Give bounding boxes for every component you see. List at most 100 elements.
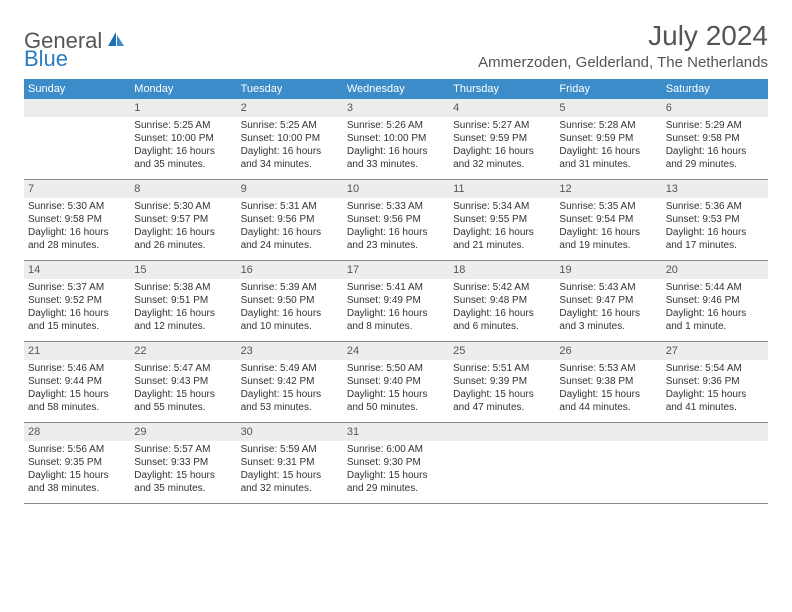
empty-daynum-bar <box>24 99 130 117</box>
daylight-line-2: and 21 minutes. <box>453 239 551 252</box>
dayheader-wed: Wednesday <box>343 79 449 99</box>
daylight-line-2: and 12 minutes. <box>134 320 232 333</box>
day-cell: 21Sunrise: 5:46 AMSunset: 9:44 PMDayligh… <box>24 342 130 422</box>
sunset-line: Sunset: 9:40 PM <box>347 375 445 388</box>
daylight-line-2: and 10 minutes. <box>241 320 339 333</box>
daylight-line-2: and 29 minutes. <box>666 158 764 171</box>
dayheader-thu: Thursday <box>449 79 555 99</box>
day-cell: 4Sunrise: 5:27 AMSunset: 9:59 PMDaylight… <box>449 99 555 179</box>
daynum: 6 <box>662 99 768 117</box>
daylight-line-2: and 28 minutes. <box>28 239 126 252</box>
daynum: 13 <box>662 180 768 198</box>
daynum: 28 <box>24 423 130 441</box>
daynum: 29 <box>130 423 236 441</box>
daynum: 10 <box>343 180 449 198</box>
daynum: 26 <box>555 342 661 360</box>
day-content: Sunrise: 5:39 AMSunset: 9:50 PMDaylight:… <box>237 279 343 337</box>
day-cell <box>449 423 555 503</box>
daynum: 5 <box>555 99 661 117</box>
sunrise-line: Sunrise: 5:42 AM <box>453 281 551 294</box>
sunrise-line: Sunrise: 5:30 AM <box>134 200 232 213</box>
sunrise-line: Sunrise: 5:57 AM <box>134 443 232 456</box>
location: Ammerzoden, Gelderland, The Netherlands <box>478 54 768 71</box>
sunrise-line: Sunrise: 5:25 AM <box>134 119 232 132</box>
daylight-line-1: Daylight: 15 hours <box>666 388 764 401</box>
daynum: 8 <box>130 180 236 198</box>
sunset-line: Sunset: 9:56 PM <box>347 213 445 226</box>
daylight-line-1: Daylight: 15 hours <box>28 469 126 482</box>
sunrise-line: Sunrise: 5:36 AM <box>666 200 764 213</box>
day-content: Sunrise: 5:33 AMSunset: 9:56 PMDaylight:… <box>343 198 449 256</box>
sunset-line: Sunset: 9:35 PM <box>28 456 126 469</box>
dayheader-sun: Sunday <box>24 79 130 99</box>
daylight-line-1: Daylight: 16 hours <box>453 307 551 320</box>
day-cell: 16Sunrise: 5:39 AMSunset: 9:50 PMDayligh… <box>237 261 343 341</box>
daylight-line-2: and 44 minutes. <box>559 401 657 414</box>
sunset-line: Sunset: 9:57 PM <box>134 213 232 226</box>
sunrise-line: Sunrise: 5:37 AM <box>28 281 126 294</box>
day-cell: 28Sunrise: 5:56 AMSunset: 9:35 PMDayligh… <box>24 423 130 503</box>
dayheader-sat: Saturday <box>662 79 768 99</box>
daylight-line-2: and 1 minute. <box>666 320 764 333</box>
day-cell: 18Sunrise: 5:42 AMSunset: 9:48 PMDayligh… <box>449 261 555 341</box>
sunrise-line: Sunrise: 5:27 AM <box>453 119 551 132</box>
daynum: 20 <box>662 261 768 279</box>
month-year: July 2024 <box>478 20 768 52</box>
sunrise-line: Sunrise: 5:44 AM <box>666 281 764 294</box>
daylight-line-1: Daylight: 15 hours <box>28 388 126 401</box>
day-cell: 7Sunrise: 5:30 AMSunset: 9:58 PMDaylight… <box>24 180 130 260</box>
daynum: 16 <box>237 261 343 279</box>
day-content: Sunrise: 5:59 AMSunset: 9:31 PMDaylight:… <box>237 441 343 499</box>
day-content: Sunrise: 5:34 AMSunset: 9:55 PMDaylight:… <box>449 198 555 256</box>
daylight-line-2: and 8 minutes. <box>347 320 445 333</box>
day-cell: 22Sunrise: 5:47 AMSunset: 9:43 PMDayligh… <box>130 342 236 422</box>
sunset-line: Sunset: 9:38 PM <box>559 375 657 388</box>
daylight-line-1: Daylight: 15 hours <box>453 388 551 401</box>
daylight-line-2: and 17 minutes. <box>666 239 764 252</box>
day-content: Sunrise: 5:51 AMSunset: 9:39 PMDaylight:… <box>449 360 555 418</box>
daylight-line-1: Daylight: 15 hours <box>134 469 232 482</box>
sunrise-line: Sunrise: 5:49 AM <box>241 362 339 375</box>
daynum: 4 <box>449 99 555 117</box>
sunrise-line: Sunrise: 5:59 AM <box>241 443 339 456</box>
sunset-line: Sunset: 9:52 PM <box>28 294 126 307</box>
sunset-line: Sunset: 9:53 PM <box>666 213 764 226</box>
daylight-line-1: Daylight: 16 hours <box>28 226 126 239</box>
daylight-line-2: and 23 minutes. <box>347 239 445 252</box>
daylight-line-2: and 26 minutes. <box>134 239 232 252</box>
sunrise-line: Sunrise: 5:53 AM <box>559 362 657 375</box>
sunset-line: Sunset: 9:58 PM <box>666 132 764 145</box>
logo-text-2: Blue <box>24 46 68 71</box>
sunrise-line: Sunrise: 5:43 AM <box>559 281 657 294</box>
day-cell: 27Sunrise: 5:54 AMSunset: 9:36 PMDayligh… <box>662 342 768 422</box>
daylight-line-2: and 35 minutes. <box>134 482 232 495</box>
sunset-line: Sunset: 9:59 PM <box>453 132 551 145</box>
sunset-line: Sunset: 9:54 PM <box>559 213 657 226</box>
day-content: Sunrise: 5:57 AMSunset: 9:33 PMDaylight:… <box>130 441 236 499</box>
day-content: Sunrise: 5:27 AMSunset: 9:59 PMDaylight:… <box>449 117 555 175</box>
day-content: Sunrise: 5:38 AMSunset: 9:51 PMDaylight:… <box>130 279 236 337</box>
daynum: 7 <box>24 180 130 198</box>
week-row: 7 Sunrise: 5:30 AM Sunset: 9:58 PMDaylight… <box>24 180 768 261</box>
day-content: Sunrise: 5:28 AMSunset: 9:59 PMDaylight:… <box>555 117 661 175</box>
day-cell: 30Sunrise: 5:59 AMSunset: 9:31 PMDayligh… <box>237 423 343 503</box>
dayheader-tue: Tuesday <box>237 79 343 99</box>
sunset-line: Sunset: 9:58 PM <box>28 213 126 226</box>
daynum: 12 <box>555 180 661 198</box>
day-content: Sunrise: 5:25 AMSunset: 10:00 PMDaylight… <box>237 117 343 175</box>
sunset-line: Sunset: 9:36 PM <box>666 375 764 388</box>
daylight-line-2: and 19 minutes. <box>559 239 657 252</box>
dayheader-mon: Monday <box>130 79 236 99</box>
week-row: 21Sunrise: 5:46 AMSunset: 9:44 PMDayligh… <box>24 342 768 423</box>
day-cell: 25Sunrise: 5:51 AMSunset: 9:39 PMDayligh… <box>449 342 555 422</box>
daynum: 3 <box>343 99 449 117</box>
daylight-line-2: and 32 minutes. <box>241 482 339 495</box>
daylight-line-2: and 47 minutes. <box>453 401 551 414</box>
sunset-line: Sunset: 9:44 PM <box>28 375 126 388</box>
day-content: Sunrise: 5:43 AMSunset: 9:47 PMDaylight:… <box>555 279 661 337</box>
sunset-line: Sunset: 9:43 PM <box>134 375 232 388</box>
day-cell: 10Sunrise: 5:33 AMSunset: 9:56 PMDayligh… <box>343 180 449 260</box>
sunrise-line: Sunrise: 5:54 AM <box>666 362 764 375</box>
daylight-line-1: Daylight: 16 hours <box>453 145 551 158</box>
sunset-line: Sunset: 9:51 PM <box>134 294 232 307</box>
